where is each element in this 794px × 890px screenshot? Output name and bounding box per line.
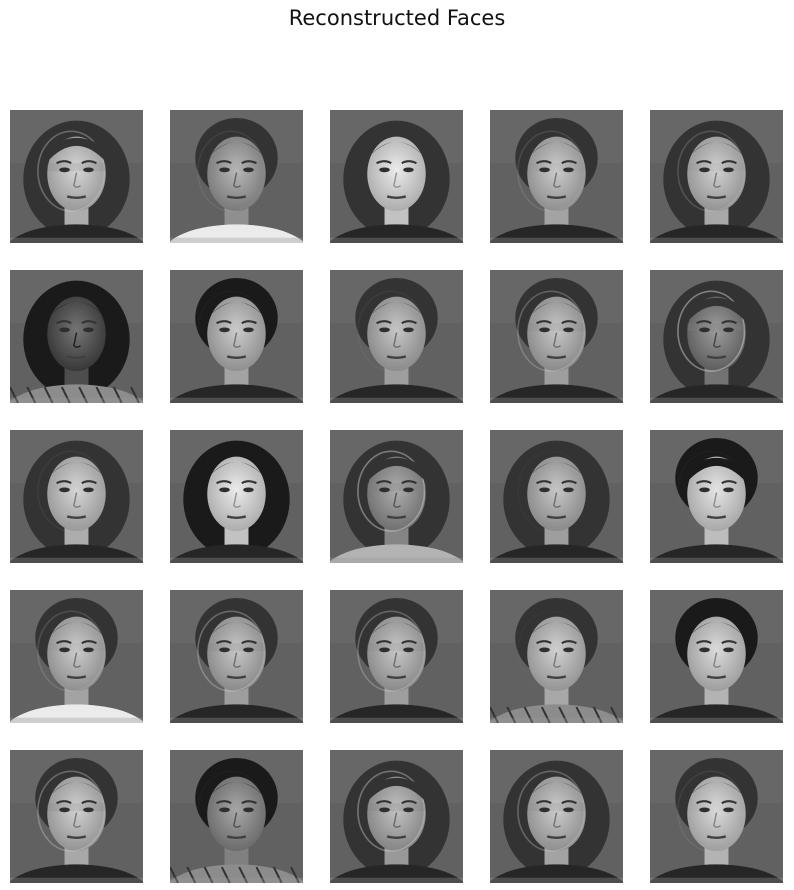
face-image xyxy=(650,430,783,563)
face-image xyxy=(170,270,303,403)
face-image xyxy=(170,750,303,883)
face-image xyxy=(490,590,623,723)
face-image xyxy=(650,110,783,243)
face-image xyxy=(170,590,303,723)
face-grid xyxy=(10,110,783,883)
face-image xyxy=(10,590,143,723)
face-image xyxy=(490,270,623,403)
face-image xyxy=(330,590,463,723)
face-image xyxy=(490,750,623,883)
face-image xyxy=(10,430,143,563)
face-image xyxy=(10,110,143,243)
face-image xyxy=(170,430,303,563)
face-image xyxy=(650,590,783,723)
face-image xyxy=(490,110,623,243)
face-image xyxy=(170,110,303,243)
face-image xyxy=(330,750,463,883)
face-image xyxy=(330,110,463,243)
face-image xyxy=(330,430,463,563)
face-image xyxy=(650,270,783,403)
face-image xyxy=(330,270,463,403)
face-image xyxy=(10,750,143,883)
face-image xyxy=(650,750,783,883)
figure-title: Reconstructed Faces xyxy=(288,6,506,30)
face-image xyxy=(490,430,623,563)
face-image xyxy=(10,270,143,403)
